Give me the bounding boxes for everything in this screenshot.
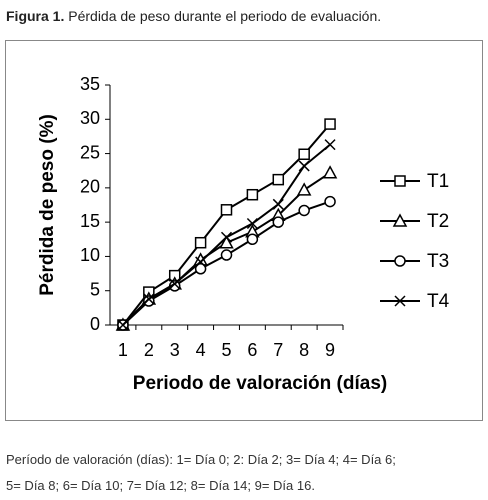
x-tick-label: 6 (247, 340, 257, 360)
marker (322, 165, 338, 179)
marker (394, 175, 406, 187)
marker (394, 295, 406, 307)
caption-label: Figura 1. (6, 8, 65, 24)
marker (394, 255, 406, 267)
legend-label: T2 (427, 211, 449, 232)
marker (220, 231, 233, 243)
marker (298, 160, 310, 172)
marker (272, 173, 285, 186)
y-tick-label: 10 (80, 245, 100, 265)
x-tick-label: 2 (144, 340, 154, 360)
note-line: 5= Día 8; 6= Día 10; 7= Día 12; 8= Día 1… (6, 478, 315, 493)
marker (246, 217, 258, 230)
y-axis-title: Pérdida de peso (%) (37, 114, 58, 296)
marker (117, 319, 129, 331)
marker (220, 249, 233, 261)
marker (169, 278, 181, 290)
marker (219, 235, 234, 249)
x-tick-label: 9 (325, 340, 335, 360)
y-tick-label: 0 (90, 314, 100, 334)
marker (194, 263, 207, 275)
marker (272, 198, 284, 210)
marker (392, 213, 408, 227)
x-tick-label: 7 (273, 340, 283, 360)
note-line: Período de valoración (días): 1= Día 0; … (6, 452, 396, 467)
legend-label: T4 (427, 291, 450, 312)
marker (246, 233, 259, 246)
marker (195, 256, 207, 268)
y-tick-label: 15 (80, 211, 100, 231)
y-tick-label: 5 (90, 279, 100, 299)
marker (194, 236, 207, 249)
marker (324, 118, 336, 130)
x-axis-title: Periodo de valoración (días) (133, 373, 387, 394)
caption: Figura 1. Pérdida de peso durante el per… (6, 8, 381, 24)
x-tick-label: 3 (170, 340, 180, 360)
marker (296, 182, 312, 196)
figure-frame (5, 40, 483, 421)
marker (324, 139, 336, 151)
marker (298, 204, 310, 217)
caption-text: Pérdida de peso durante el periodo de ev… (68, 8, 382, 24)
legend-label: T1 (427, 171, 449, 192)
legend-label: T3 (427, 251, 449, 272)
series-line (122, 200, 331, 326)
x-tick-label: 4 (196, 340, 206, 360)
y-tick-label: 30 (80, 108, 100, 128)
marker (246, 188, 259, 201)
marker (143, 293, 155, 305)
marker (324, 195, 336, 208)
marker (298, 148, 310, 161)
y-tick-label: 35 (80, 74, 100, 94)
x-tick-label: 8 (299, 340, 309, 360)
y-tick-label: 25 (80, 142, 100, 162)
x-tick-label: 5 (221, 340, 231, 360)
x-tick-label: 1 (118, 340, 128, 360)
marker (220, 204, 233, 216)
marker (272, 216, 285, 228)
y-tick-label: 20 (80, 177, 100, 197)
